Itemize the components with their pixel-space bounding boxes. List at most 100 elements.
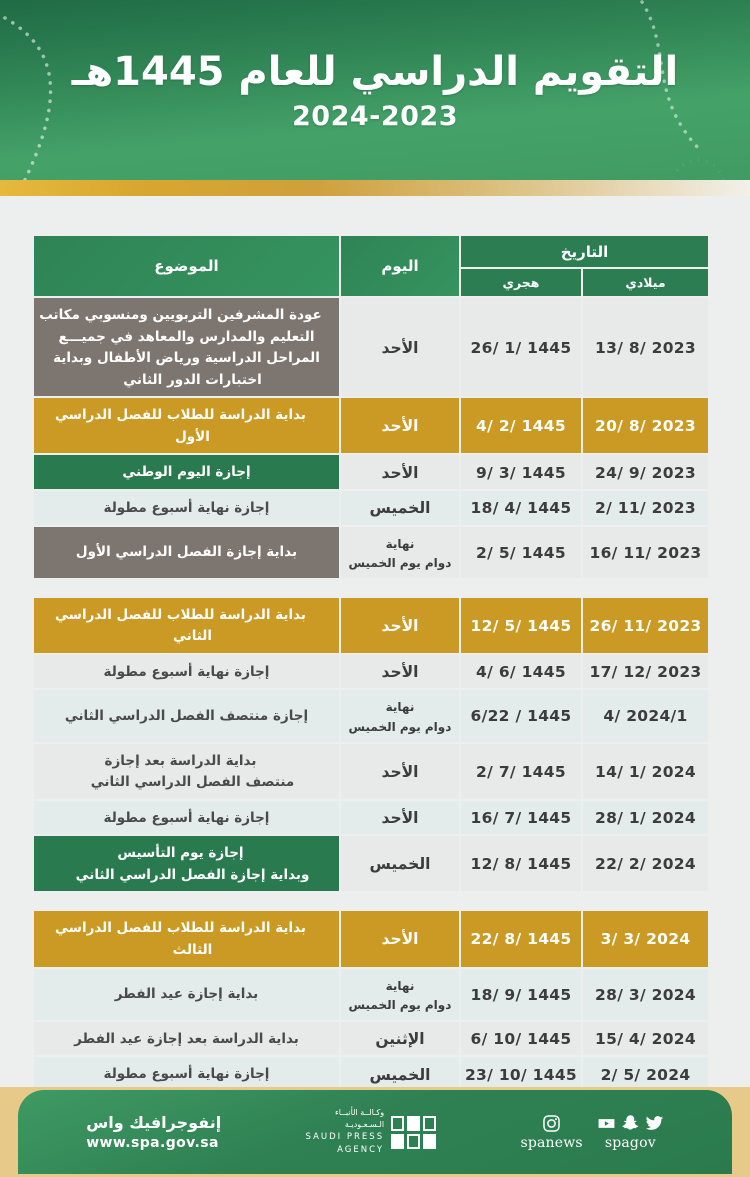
cell-subject: إجازة نهاية أسبوع مطولة bbox=[33, 490, 339, 525]
footer-band: spagov spanews bbox=[0, 1087, 750, 1177]
cell-hijri-date: 1445 /10 /23 bbox=[460, 1057, 581, 1091]
footer-social-block: spagov spanews bbox=[520, 1114, 664, 1151]
cell-gregorian-date-text: 2023 /11 /16 bbox=[589, 543, 702, 562]
cell-day-text: الإثنين bbox=[375, 1029, 425, 1048]
cell-gregorian-date-text: 2023 /8 /13 bbox=[595, 338, 696, 357]
table-row: 2024 /3 /28 1445 /9 /18 نهاية دوام يوم الخم… bbox=[33, 968, 708, 1020]
cell-hijri-date: 1445 /5 /12 bbox=[460, 597, 581, 653]
social-icons-spanews[interactable] bbox=[542, 1114, 561, 1133]
cell-day-text: نهاية دوام يوم الخميس bbox=[348, 536, 452, 571]
cell-hijri-date-text: 1445 /10 /6 bbox=[470, 1029, 572, 1048]
cell-gregorian-date-text: 2023 /11 /26 bbox=[589, 616, 702, 635]
cell-subject-text: إجازة يوم التأسيس وبداية إجازة الفصل الدر… bbox=[75, 845, 310, 883]
cell-day: الأحد bbox=[340, 654, 459, 689]
spa-english-line-1: SAUDI PRESS bbox=[305, 1132, 385, 1143]
cell-hijri-date-text: 1445 / 6/22 bbox=[470, 707, 572, 726]
cell-gregorian-date: 2024 /2 /22 bbox=[583, 836, 708, 892]
cell-hijri-date: 1445 /9 /18 bbox=[460, 968, 581, 1020]
cell-subject-text: بداية الدراسة بعد إجازة منتصف الفصل الدرا… bbox=[90, 752, 295, 791]
social-label-spanews: spanews bbox=[520, 1134, 583, 1151]
cell-gregorian-date: 2024/1 /4 bbox=[583, 690, 708, 742]
cell-hijri-date-text: 1445 /2 /4 bbox=[476, 417, 566, 436]
cell-gregorian-date: 2023 /8 /13 bbox=[583, 298, 708, 397]
spa-glyph-w bbox=[423, 1115, 437, 1131]
table-block-spacer bbox=[34, 893, 708, 909]
cell-gregorian-date-text: 2024 /3 /3 bbox=[600, 930, 691, 949]
website-url[interactable]: www.spa.gov.sa bbox=[86, 1135, 219, 1151]
twitter-icon[interactable] bbox=[645, 1114, 664, 1133]
cell-gregorian-date: 2023 /8 /20 bbox=[583, 398, 708, 454]
cell-gregorian-date-text: 2023 /9 /24 bbox=[595, 463, 696, 482]
cell-hijri-date-text: 1445 /5 /2 bbox=[476, 543, 566, 562]
cell-gregorian-date-text: 2024/1 /4 bbox=[603, 707, 688, 726]
table-header-row-2: ميلادي هجري bbox=[34, 269, 708, 296]
cell-gregorian-date: 2023 /11 /26 bbox=[583, 597, 708, 653]
cell-hijri-date: 1445 /8 /22 bbox=[460, 911, 581, 967]
cell-day: الخميس bbox=[340, 1057, 459, 1091]
spa-english-line-2: AGENCY bbox=[337, 1145, 385, 1155]
cell-subject: بداية الدراسة للطلاب للفصل الدراسي الثان… bbox=[33, 597, 339, 653]
cell-subject-text: بداية الدراسة للطلاب للفصل الدراسي الثان… bbox=[55, 606, 306, 645]
cell-hijri-date: 1445 /4 /18 bbox=[460, 490, 581, 525]
cell-day: الأحد bbox=[340, 911, 459, 967]
cell-hijri-date: 1445 /3 /9 bbox=[460, 455, 581, 489]
spacer-cell bbox=[34, 580, 708, 596]
cell-hijri-date-text: 1445 /7 /16 bbox=[470, 808, 572, 827]
calendar-table-container: التاريخ اليوم الموضوع ميلادي هجري 2023 /… bbox=[0, 196, 750, 1177]
cell-hijri-date-text: 1445 /5 /12 bbox=[470, 616, 572, 635]
cell-hijri-date-text: 1445 /8 /22 bbox=[470, 930, 572, 949]
cell-gregorian-date-text: 2023 /8 /20 bbox=[595, 417, 696, 436]
spa-glyph-a bbox=[407, 1115, 421, 1131]
cell-gregorian-date: 2023 /11 /16 bbox=[583, 526, 708, 578]
cell-day-text: الأحد bbox=[381, 930, 419, 949]
table-row: 2024 /2 /22 1445 /8 /12 الخميس إجازة يوم ال… bbox=[33, 836, 708, 892]
cell-gregorian-date-text: 2024 /2 /22 bbox=[595, 855, 696, 874]
cell-gregorian-date: 2023 /12 /17 bbox=[583, 654, 708, 689]
cell-hijri-date: 1445 /7 /2 bbox=[460, 743, 581, 799]
cell-day: نهاية دوام يوم الخميس bbox=[340, 968, 459, 1020]
social-icons-spagov[interactable] bbox=[597, 1114, 664, 1133]
cell-day: الأحد bbox=[340, 298, 459, 397]
cell-hijri-date-text: 1445 /7 /2 bbox=[476, 762, 566, 781]
cell-day: الأحد bbox=[340, 800, 459, 835]
cell-day: الخميس bbox=[340, 490, 459, 525]
table-row: 2023 /11 /2 1445 /4 /18 الخميس إجازة نهاية … bbox=[33, 490, 708, 525]
cell-subject-text: إجازة نهاية أسبوع مطولة bbox=[103, 1066, 270, 1083]
cell-hijri-date-text: 1445 /1 /26 bbox=[470, 338, 572, 357]
spa-logo-mark bbox=[391, 1115, 437, 1149]
snapchat-icon[interactable] bbox=[621, 1114, 640, 1133]
cell-day: نهاية دوام يوم الخميس bbox=[340, 690, 459, 742]
spa-glyph-s2 bbox=[423, 1133, 437, 1149]
cell-day-text: الخميس bbox=[369, 499, 431, 518]
page-title: التقويم الدراسي للعام 1445هـ bbox=[71, 48, 679, 95]
cell-gregorian-date-text: 2024 /1 /14 bbox=[595, 762, 696, 781]
cell-gregorian-date-text: 2024 /1 /28 bbox=[595, 808, 696, 827]
cell-day-text: الأحد bbox=[381, 463, 419, 482]
spa-glyph-s bbox=[391, 1115, 405, 1131]
cell-gregorian-date: 2023 /9 /24 bbox=[583, 455, 708, 489]
spa-arabic-line-2: الـسـعـوديـة bbox=[344, 1120, 385, 1130]
cell-day-text: الخميس bbox=[369, 855, 431, 874]
infographic-credit: إنفوجرافيك واس bbox=[86, 1113, 222, 1132]
cell-subject: إجازة نهاية أسبوع مطولة bbox=[33, 800, 339, 835]
footer-info-block: إنفوجرافيك واس www.spa.gov.sa bbox=[86, 1113, 221, 1151]
cell-hijri-date: 1445 /6 /4 bbox=[460, 654, 581, 689]
cell-hijri-date-text: 1445 /9 /18 bbox=[470, 985, 572, 1004]
cell-subject: بداية إجازة الفصل الدراسي الأول bbox=[33, 526, 339, 578]
cell-subject-text: بداية الدراسة للطلاب للفصل الدراسي الثال… bbox=[55, 920, 306, 958]
table-row: 2023 /8 /20 1445 /2 /4 الأحد بداية الدراسة … bbox=[33, 398, 708, 454]
cell-hijri-date: 1445 /7 /16 bbox=[460, 800, 581, 835]
social-group-spanews[interactable]: spanews bbox=[520, 1114, 583, 1151]
cell-subject-text: بداية إجازة عيد الفطر bbox=[114, 986, 259, 1003]
table-body: 2023 /8 /13 1445 /1 /26 الأحد عودة المشرفين… bbox=[33, 298, 708, 1177]
instagram-icon[interactable] bbox=[542, 1114, 561, 1133]
youtube-icon[interactable] bbox=[597, 1114, 616, 1133]
social-group-spagov[interactable]: spagov bbox=[597, 1114, 664, 1151]
footer-card: spagov spanews bbox=[18, 1090, 732, 1174]
cell-subject: إجازة يوم التأسيس وبداية إجازة الفصل الدر… bbox=[33, 836, 339, 892]
cell-gregorian-date: 2024 /3 /3 bbox=[583, 911, 708, 967]
cell-subject: إجازة نهاية أسبوع مطولة bbox=[33, 1057, 339, 1091]
cell-day-text: الأحد bbox=[381, 663, 419, 682]
column-header-date: التاريخ bbox=[460, 236, 708, 268]
